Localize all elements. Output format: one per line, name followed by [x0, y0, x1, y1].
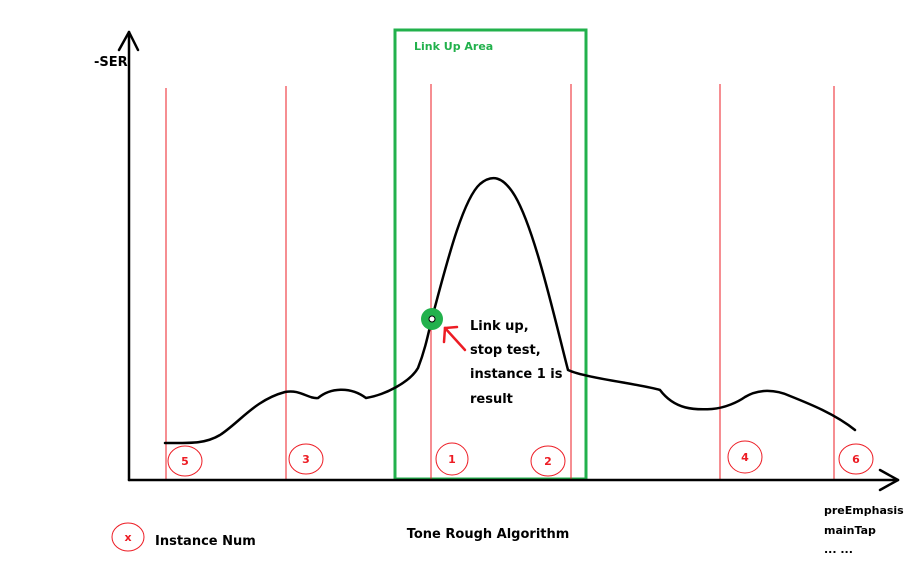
- instance-badge-number: 5: [181, 455, 189, 468]
- link-up-area-box: [393, 28, 588, 481]
- instance-badge-number: 4: [741, 451, 749, 464]
- instance-badge: 3: [288, 443, 324, 475]
- link-up-marker-center: [428, 315, 436, 323]
- legend-label: Instance Num: [155, 534, 256, 549]
- instance-badge-circle: [167, 445, 203, 477]
- x-axis-label-maintap: mainTap: [824, 524, 876, 537]
- instance-badge-number: 1: [448, 453, 456, 466]
- instance-badge-circle: [727, 440, 763, 474]
- legend-symbol-circle: [111, 522, 145, 552]
- instance-badge-circle: [288, 443, 324, 475]
- annotation-line-4: result: [470, 392, 513, 407]
- instance-badge-number: 6: [852, 453, 860, 466]
- instance-badge: 4: [727, 440, 763, 474]
- annotation-line-3: instance 1 is: [470, 367, 563, 382]
- instance-badge-number: 2: [544, 455, 552, 468]
- instance-badge-circle: [838, 443, 874, 475]
- instance-badge: 5: [167, 445, 203, 477]
- annotation-line-2: stop test,: [470, 343, 541, 358]
- x-axis-label-preemphasis: preEmphasis: [824, 504, 904, 517]
- x-axis-arrowhead: [878, 468, 900, 492]
- x-axis-label-ellipsis: ... ...: [824, 543, 853, 556]
- ser-curve: [163, 176, 857, 445]
- instance-badge: 1: [435, 442, 469, 476]
- annotation-line-1: Link up,: [470, 319, 529, 334]
- instance-badge-circle: [530, 445, 566, 477]
- annotation-text: Link up, stop test, instance 1 is result: [470, 319, 563, 407]
- y-axis-arrowhead: [117, 30, 140, 52]
- axes: [117, 30, 900, 492]
- instance-badge: 6: [838, 443, 874, 475]
- instance-badge-circle: [435, 442, 469, 476]
- instance-badges: 5 3 1 2 4 6: [167, 440, 874, 477]
- y-axis-label: -SER: [94, 55, 128, 70]
- legend-symbol: x: [124, 531, 131, 544]
- link-up-area-label: Link Up Area: [414, 40, 493, 53]
- annotation-arrow-head: [442, 325, 459, 344]
- legend: x Instance Num: [111, 522, 256, 552]
- instance-lines: [165, 84, 835, 480]
- instance-badge: 2: [530, 445, 566, 477]
- x-axis-labels: preEmphasis mainTap ... ...: [824, 504, 904, 556]
- annotation-arrow-shaft: [443, 326, 467, 352]
- diagram-caption: Tone Rough Algorithm: [407, 527, 570, 542]
- instance-badge-number: 3: [302, 453, 310, 466]
- annotation-arrow: [442, 325, 467, 352]
